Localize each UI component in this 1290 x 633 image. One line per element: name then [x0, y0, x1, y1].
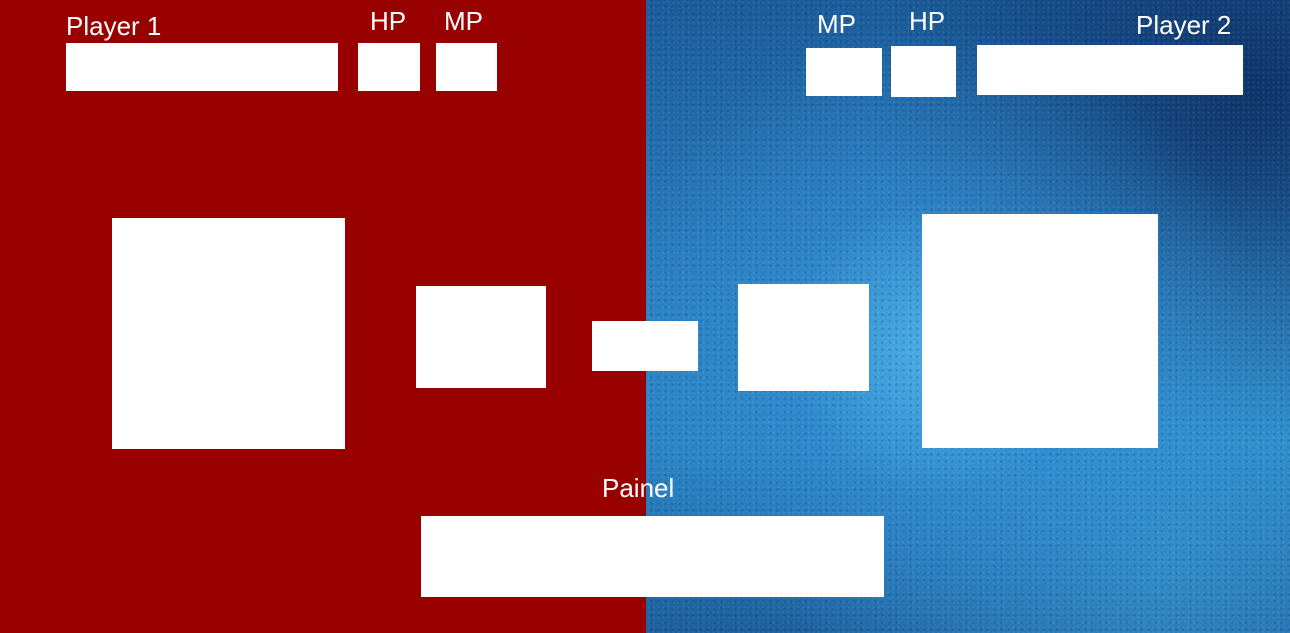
player2-mp-field[interactable]: [806, 48, 882, 96]
player1-hp-field[interactable]: [358, 43, 420, 91]
player2-name-field[interactable]: [977, 45, 1243, 95]
player2-portrait: [922, 214, 1158, 448]
player1-hp-label: HP: [370, 6, 407, 36]
player2-hp-label: HP: [909, 6, 946, 36]
player2-mp-label: MP: [817, 9, 856, 39]
player2-hp-field[interactable]: [891, 46, 956, 97]
player1-name-field[interactable]: [66, 43, 338, 91]
player1-label: Player 1: [66, 11, 162, 41]
versus-slot: [592, 321, 698, 371]
player2-action-slot[interactable]: [738, 284, 869, 391]
player1-mp-field[interactable]: [436, 43, 497, 91]
panel-label: Painel: [602, 473, 675, 503]
player1-mp-label: MP: [444, 6, 483, 36]
player1-portrait: [112, 218, 345, 449]
panel-box: [421, 516, 884, 597]
player1-action-slot[interactable]: [416, 286, 546, 388]
player2-label: Player 2: [1136, 10, 1232, 40]
